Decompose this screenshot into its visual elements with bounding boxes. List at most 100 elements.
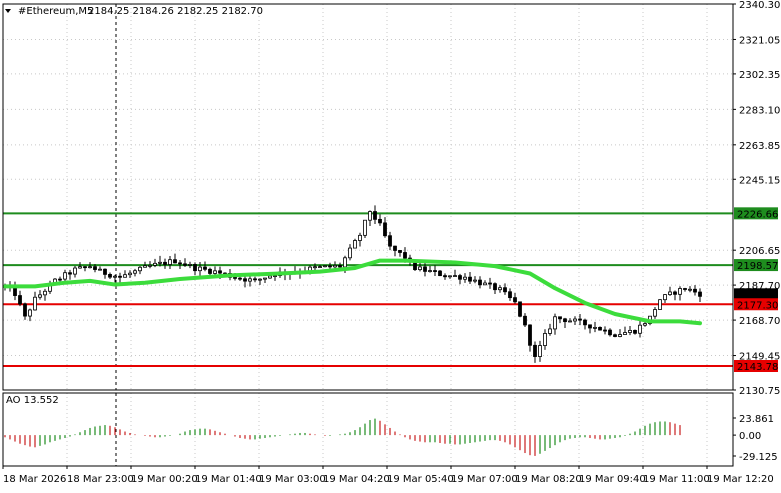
- candle: [593, 321, 597, 333]
- candle-body: [163, 261, 167, 265]
- moving-average-line: [3, 258, 702, 326]
- candle: [178, 259, 182, 270]
- time-tick-label: 19 Mar 12:20: [707, 474, 774, 485]
- candle: [43, 288, 47, 301]
- candle-body: [638, 324, 642, 334]
- candle: [638, 319, 642, 338]
- candle-body: [273, 275, 277, 277]
- dropdown-arrow-icon[interactable]: [5, 9, 11, 13]
- candle-body: [468, 276, 472, 282]
- candle: [268, 275, 272, 279]
- candle-body: [563, 318, 567, 323]
- price-tick-label: 2187.70: [739, 281, 780, 292]
- candle-body: [508, 291, 512, 299]
- candle: [588, 324, 592, 334]
- candle-body: [193, 264, 197, 272]
- candle: [138, 265, 142, 275]
- candle: [103, 268, 107, 279]
- price-tick-label: 2283.10: [739, 105, 780, 116]
- price-tag-bg: [734, 359, 778, 372]
- chart-frame: [2, 3, 734, 467]
- candle: [388, 231, 392, 251]
- price-tag-label: 2198.57: [737, 261, 778, 272]
- candle-body: [443, 275, 447, 278]
- candle-body: [398, 250, 402, 253]
- candle: [428, 266, 432, 273]
- candle: [508, 288, 512, 301]
- candle-body: [168, 259, 172, 265]
- candle-body: [78, 266, 82, 269]
- candle-body: [158, 261, 162, 264]
- candle-body: [478, 279, 482, 286]
- main-pane-border: [2, 3, 734, 391]
- candle: [128, 270, 132, 279]
- candle-body: [658, 299, 662, 310]
- price-tag-bg: [734, 288, 778, 301]
- candle-body: [553, 316, 557, 330]
- candle: [448, 275, 452, 279]
- candle-body: [383, 222, 387, 237]
- candle: [688, 286, 692, 293]
- candle-body: [618, 334, 622, 337]
- candle-body: [433, 270, 437, 272]
- candle: [603, 326, 607, 335]
- candle-body: [698, 291, 702, 297]
- candle-body: [263, 277, 267, 280]
- candle: [463, 273, 467, 283]
- candle-body: [213, 270, 217, 274]
- candle-body: [693, 288, 697, 293]
- candle: [158, 255, 162, 267]
- candle-body: [528, 324, 532, 346]
- candle: [153, 258, 157, 268]
- candle: [198, 261, 202, 278]
- candle: [483, 280, 487, 286]
- candle-body: [458, 275, 462, 280]
- candle-body: [463, 276, 467, 280]
- time-tick-label: 18 Mar 2026: [3, 474, 66, 485]
- candle: [633, 329, 637, 335]
- candle-body: [568, 320, 572, 323]
- candle-body: [113, 275, 117, 278]
- candle-body: [663, 294, 667, 301]
- price-tick-label: 2130.75: [739, 386, 780, 397]
- candle: [93, 264, 97, 273]
- grid-layer: [3, 3, 733, 466]
- candle-body: [103, 268, 107, 275]
- price-axis[interactable]: 2340.30 2321.05 2302.35 2283.10 2263.85 2245.…: [733, 0, 780, 397]
- candle: [568, 318, 572, 323]
- candle: [118, 272, 122, 283]
- candle: [438, 270, 442, 277]
- candle-body: [493, 283, 497, 291]
- candle-body: [328, 265, 332, 268]
- candle-body: [148, 264, 152, 267]
- candle-body: [343, 257, 347, 268]
- candle: [363, 219, 367, 239]
- candle: [133, 268, 137, 277]
- price-levels: [3, 212, 733, 367]
- candle: [328, 262, 332, 270]
- candle: [623, 326, 627, 335]
- candle-body: [678, 288, 682, 295]
- candle: [628, 326, 632, 336]
- price-tick-label: 2263.85: [739, 141, 780, 152]
- time-tick-label: 19 Mar 07:00: [451, 474, 518, 485]
- candle-body: [388, 235, 392, 247]
- candle: [68, 269, 72, 280]
- candle-body: [128, 272, 132, 276]
- candle-body: [643, 323, 647, 326]
- candle: [148, 261, 152, 269]
- chart-symbol: #Ethereum,M5: [18, 6, 93, 17]
- candle-body: [208, 268, 212, 274]
- candle: [353, 238, 357, 249]
- candle-body: [203, 266, 207, 270]
- candle: [323, 265, 327, 268]
- candle-body: [583, 319, 587, 326]
- candle: [73, 266, 77, 278]
- candle: [423, 261, 427, 277]
- candle-body: [108, 274, 112, 278]
- candle: [658, 299, 662, 310]
- candle-body: [83, 266, 87, 269]
